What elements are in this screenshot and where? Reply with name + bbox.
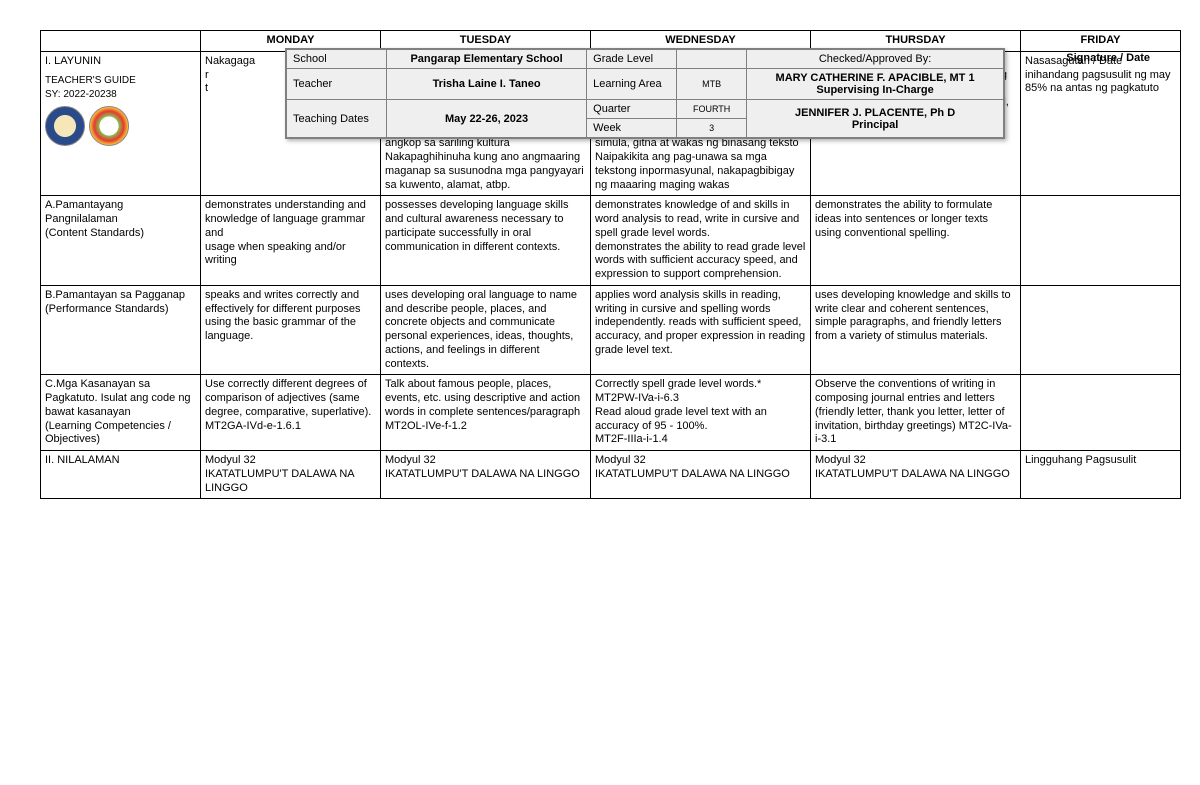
row-c: C.Mga Kasanayan sa Pagkatuto. Isulat ang…: [41, 375, 1181, 451]
nilalaman-thu: Modyul 32 IKATATLUMPU'T DALAWA NA LINGGO: [811, 451, 1021, 499]
signature-date-overlay: Signature / Date: [1066, 52, 1150, 64]
grade-label: Grade Level: [587, 50, 677, 69]
school-value: Pangarap Elementary School: [387, 50, 587, 69]
c-tue: Talk about famous people, places, events…: [381, 375, 591, 451]
b-wed: applies word analysis skills in reading,…: [591, 285, 811, 375]
b-thu: uses developing knowledge and skills to …: [811, 285, 1021, 375]
school-label: School: [287, 50, 387, 69]
row-b: B.Pamantayan sa Pagganap (Performance St…: [41, 285, 1181, 375]
layunin-label: I. LAYUNIN TEACHER'S GUIDE SY: 2022-2023…: [41, 51, 201, 196]
a-fri: [1021, 196, 1181, 286]
b-tue: uses developing oral language to name an…: [381, 285, 591, 375]
a-mon: demonstrates understanding and knowledge…: [201, 196, 381, 286]
supervisor-title: Supervising In-Charge: [816, 84, 933, 96]
dates-label: Teaching Dates: [287, 100, 387, 138]
b-label: B.Pamantayan sa Pagganap (Performance St…: [41, 285, 201, 375]
nilalaman-fri: Lingguhang Pagsusulit: [1021, 451, 1181, 499]
c-fri: [1021, 375, 1181, 451]
nilalaman-mon: Modyul 32 IKATATLUMPU'T DALAWA NA LINGGO: [201, 451, 381, 499]
area-value: MTB: [677, 69, 747, 100]
signature-date-text: Signature / Date: [1066, 52, 1150, 64]
c-mon: Use correctly different degrees of compa…: [201, 375, 381, 451]
dates-value: May 22-26, 2023: [387, 100, 587, 138]
area-label: Learning Area: [587, 69, 677, 100]
teacher-label: Teacher: [287, 69, 387, 100]
quarter-label: Quarter: [587, 100, 677, 119]
nilalaman-wed: Modyul 32 IKATATLUMPU'T DALAWA NA LINGGO: [591, 451, 811, 499]
nilalaman-label: II. NILALAMAN: [41, 451, 201, 499]
week-value: 3: [677, 119, 747, 138]
info-table: School Pangarap Elementary School Grade …: [286, 49, 1004, 138]
quarter-value: FOURTH: [677, 100, 747, 119]
row-nilalaman: II. NILALAMAN Modyul 32 IKATATLUMPU'T DA…: [41, 451, 1181, 499]
a-wed: demonstrates knowledge of and skills in …: [591, 196, 811, 286]
b-mon: speaks and writes correctly and effectiv…: [201, 285, 381, 375]
week-label: Week: [587, 119, 677, 138]
layunin-title: I. LAYUNIN: [45, 55, 101, 67]
supervisor-name: MARY CATHERINE F. APACIBLE, MT 1: [776, 72, 975, 84]
checked-label: Checked/Approved By:: [747, 50, 1004, 69]
header-blank: [41, 31, 201, 52]
logos: [45, 106, 196, 146]
principal-block: JENNIFER J. PLACENTE, Ph D Principal: [747, 100, 1004, 138]
school-logo-icon: [89, 106, 129, 146]
c-thu: Observe the conventions of writing in co…: [811, 375, 1021, 451]
info-box: School Pangarap Elementary School Grade …: [285, 48, 1005, 139]
a-thu: demonstrates the ability to formulate id…: [811, 196, 1021, 286]
principal-name: JENNIFER J. PLACENTE, Ph D: [795, 107, 955, 119]
layunin-fri: Nasasagutan / Date inihandang pagsusulit…: [1021, 51, 1181, 196]
supervisor-block: MARY CATHERINE F. APACIBLE, MT 1 Supervi…: [747, 69, 1004, 100]
b-fri: [1021, 285, 1181, 375]
a-label: A.Pamantayang Pangnilalaman (Content Sta…: [41, 196, 201, 286]
c-wed: Correctly spell grade level words.* MT2P…: [591, 375, 811, 451]
deped-logo-icon: [45, 106, 85, 146]
row-a: A.Pamantayang Pangnilalaman (Content Sta…: [41, 196, 1181, 286]
sy-label: SY: 2022-20238: [45, 89, 196, 102]
principal-title: Principal: [852, 119, 898, 131]
grade-value: [677, 50, 747, 69]
header-friday: FRIDAY: [1021, 31, 1181, 52]
teacher-value: Trisha Laine I. Taneo: [387, 69, 587, 100]
teachers-guide-label: TEACHER'S GUIDE: [45, 75, 196, 88]
c-label: C.Mga Kasanayan sa Pagkatuto. Isulat ang…: [41, 375, 201, 451]
a-tue: possesses developing language skills and…: [381, 196, 591, 286]
nilalaman-tue: Modyul 32 IKATATLUMPU'T DALAWA NA LINGGO: [381, 451, 591, 499]
